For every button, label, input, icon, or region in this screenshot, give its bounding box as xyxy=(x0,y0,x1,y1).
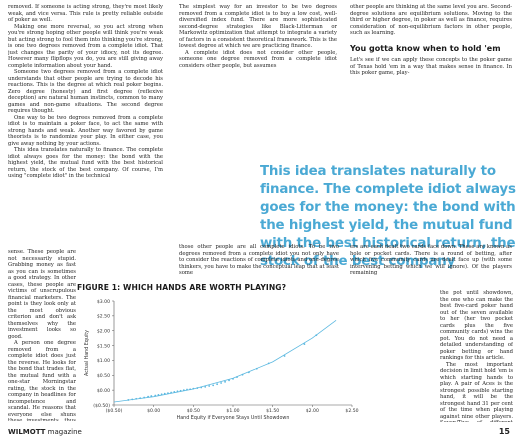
y-tick-label: $3.00 xyxy=(97,299,110,305)
column-1-bottom: sense. These people are not necessarily … xyxy=(8,249,76,421)
y-tick-label: $0.50 xyxy=(97,373,110,379)
paragraph: sense. These people are not necessarily … xyxy=(8,249,76,340)
footer-brand: WILMOTT magazine xyxy=(8,428,82,436)
magazine-suffix: magazine xyxy=(45,428,82,436)
paragraph: A complete idiot does not consider other… xyxy=(179,49,337,69)
data-point xyxy=(157,393,160,396)
paragraph: Someone two degrees removed from a compl… xyxy=(8,69,163,114)
x-tick-label: $1.00 xyxy=(226,408,239,414)
pull-quote: This idea translates naturally to financ… xyxy=(260,164,516,269)
column-2-top: The simplest way for an investor to be t… xyxy=(179,4,337,161)
data-point xyxy=(173,391,176,393)
data-point xyxy=(204,385,207,388)
y-tick-label: $1.00 xyxy=(97,358,110,364)
x-tick-label: $1.50 xyxy=(266,408,279,414)
column-3-top: other people are thinking at the same le… xyxy=(350,4,512,46)
data-point xyxy=(220,382,223,384)
trend-line xyxy=(113,319,337,403)
y-tick-label: $1.50 xyxy=(97,343,110,349)
data-point xyxy=(236,376,238,378)
data-point xyxy=(176,390,179,393)
paragraph: removed. If someone is acting strong, th… xyxy=(8,4,163,23)
data-point xyxy=(154,394,157,397)
paragraph: One way to be two degrees removed from a… xyxy=(8,114,163,147)
data-point xyxy=(150,395,153,397)
x-tick-label: $2.00 xyxy=(306,408,319,414)
scatter-chart: ($0.50) $0.00 $0.50 $1.00 $1.50 $2.00 $2.50 $3.… xyxy=(84,299,359,421)
data-point xyxy=(167,392,169,395)
figure-title: FIGURE 1: WHICH HANDS ARE WORTH PLAYING? xyxy=(77,283,287,292)
data-point xyxy=(186,388,188,391)
data-point xyxy=(283,355,286,357)
paragraph: The most important decision in limit hol… xyxy=(440,361,513,423)
data-point xyxy=(127,399,130,401)
data-point xyxy=(216,383,219,386)
x-axis-label: Hand Equity if Everyone Stays Until Show… xyxy=(177,415,290,421)
y-tick-label: $0.00 xyxy=(97,388,110,394)
data-point xyxy=(179,389,182,392)
data-point xyxy=(255,367,258,370)
data-point xyxy=(135,397,138,400)
x-tick-label: $0.00 xyxy=(147,408,160,414)
page-number: 15 xyxy=(498,427,510,436)
paragraph: Let's see if we can apply these concepts… xyxy=(350,57,512,76)
magazine-name: WILMOTT xyxy=(8,428,46,436)
paragraph: the pot until showdown, the one who can … xyxy=(440,290,513,361)
paragraph: other people are thinking at the same le… xyxy=(350,4,512,36)
section-heading: You gotta know when to hold 'em xyxy=(350,44,501,53)
data-point xyxy=(143,396,146,399)
data-point xyxy=(200,386,203,389)
x-tick-label: $0.50 xyxy=(187,408,200,414)
data-point xyxy=(224,380,226,383)
data-point xyxy=(147,395,150,398)
paragraph: Making one more reversal, so you act str… xyxy=(8,23,163,69)
data-point xyxy=(139,397,142,400)
data-point xyxy=(247,371,250,374)
paragraph: The simplest way for an investor to be t… xyxy=(179,4,337,49)
data-point xyxy=(182,389,185,392)
paragraph: This idea translates naturally to financ… xyxy=(8,147,163,179)
column-3-bottom: the pot until showdown, the one who can … xyxy=(440,290,513,422)
column-3-intro: Let's see if we can apply these concepts… xyxy=(350,57,512,159)
x-tick-label: ($0.50) xyxy=(106,408,123,414)
data-point xyxy=(315,334,318,337)
data-point xyxy=(196,387,199,389)
data-point xyxy=(303,343,306,345)
paragraph: A person one degree removed from a compl… xyxy=(8,340,76,421)
paragraph: ers are each dealt two cards face down. … xyxy=(350,244,512,276)
data-point xyxy=(160,393,163,396)
data-point xyxy=(189,388,192,391)
data-point xyxy=(163,392,166,395)
data-point xyxy=(208,385,211,387)
x-tick-label: $2.50 xyxy=(345,408,358,414)
data-point xyxy=(241,373,244,376)
data-point xyxy=(228,379,230,382)
column-2-bottom: those other people are all complete idio… xyxy=(179,244,339,282)
data-point xyxy=(192,387,195,390)
data-point xyxy=(267,362,270,365)
data-point xyxy=(232,377,234,380)
paragraph: those other people are all complete idio… xyxy=(179,244,339,276)
data-point xyxy=(212,384,215,387)
data-point xyxy=(131,398,134,401)
column-3-middle: ers are each dealt two cards face down. … xyxy=(350,244,512,289)
data-point xyxy=(170,391,173,394)
y-tick-label: ($0.50) xyxy=(93,403,110,409)
y-tick-label: $2.50 xyxy=(97,314,110,320)
y-tick-label: $2.00 xyxy=(97,329,110,335)
column-1-top: removed. If someone is acting strong, th… xyxy=(8,4,163,249)
y-axis-label: Actual Hand Equity xyxy=(84,330,90,376)
